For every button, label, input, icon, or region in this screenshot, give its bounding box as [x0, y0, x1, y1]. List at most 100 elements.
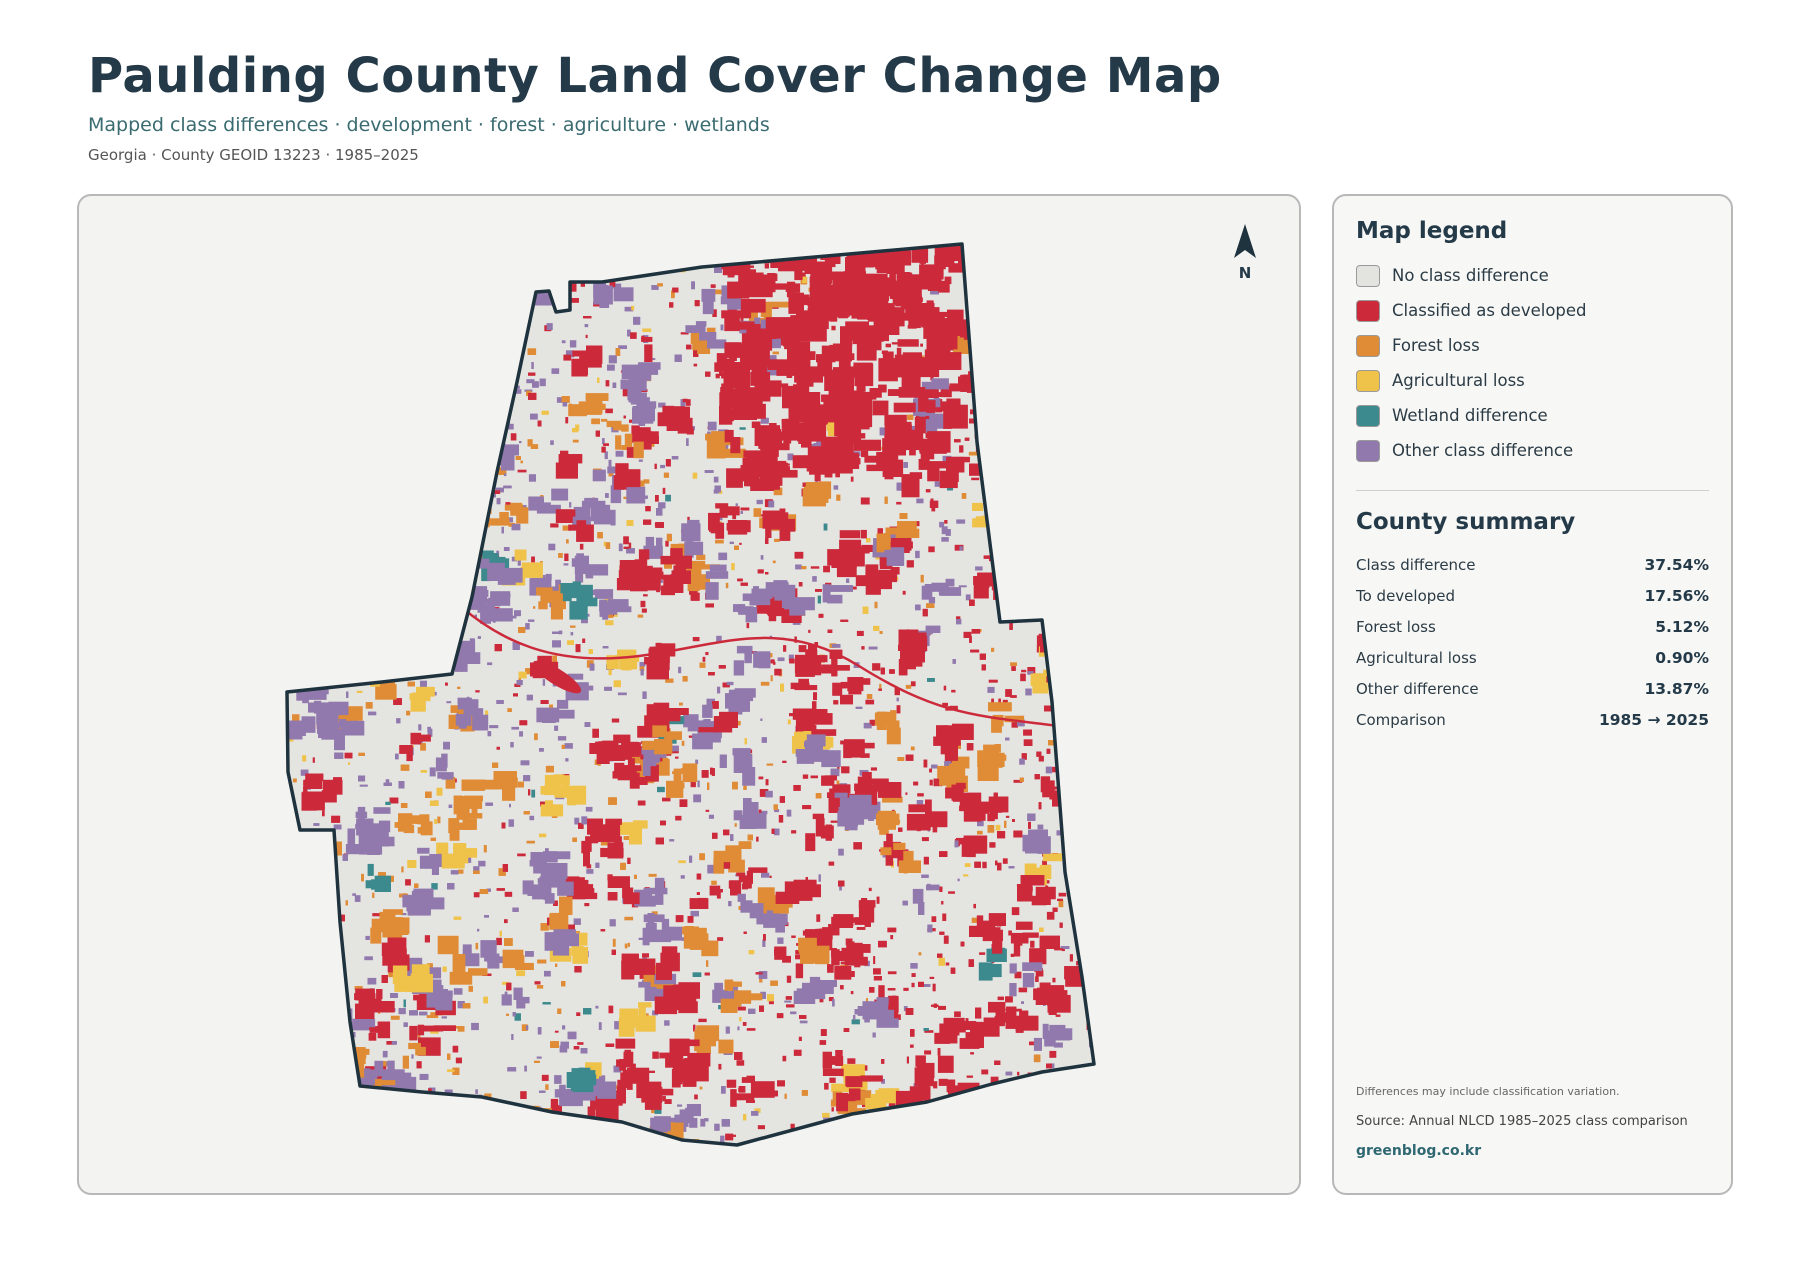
change-patch — [327, 646, 333, 650]
change-patch — [287, 542, 296, 546]
change-patch — [586, 869, 594, 874]
change-patch — [997, 862, 1002, 871]
change-patch — [486, 888, 491, 892]
change-patch — [562, 1025, 566, 1030]
change-patch — [924, 1030, 934, 1033]
change-patch — [664, 1020, 670, 1026]
change-patch — [287, 499, 292, 504]
change-patch — [328, 1029, 337, 1037]
change-patch — [346, 691, 349, 698]
change-patch — [586, 613, 590, 617]
change-patch — [1071, 267, 1076, 271]
change-patch — [554, 1030, 559, 1033]
change-patch — [1012, 1080, 1016, 1086]
change-patch — [346, 410, 352, 414]
change-patch — [395, 644, 403, 648]
change-patch — [961, 1100, 968, 1105]
change-patch — [385, 779, 390, 784]
change-patch — [1088, 961, 1094, 968]
change-patch — [375, 309, 381, 313]
change-patch — [357, 1100, 366, 1105]
change-patch — [373, 609, 378, 616]
change-patch — [383, 782, 392, 786]
change-patch — [836, 780, 840, 787]
change-patch — [496, 746, 500, 750]
change-patch — [545, 848, 549, 852]
change-patch — [331, 522, 340, 529]
change-patch — [681, 937, 686, 941]
change-patch — [419, 1011, 428, 1016]
change-patch — [600, 839, 610, 846]
change-patch — [896, 501, 902, 505]
change-patch — [330, 1043, 336, 1048]
change-patch — [1039, 1107, 1047, 1115]
change-patch — [455, 251, 458, 256]
change-patch — [457, 686, 461, 689]
change-patch — [822, 1112, 830, 1118]
change-patch — [937, 1048, 941, 1056]
change-patch — [831, 1107, 834, 1112]
change-patch — [528, 474, 536, 482]
change-patch — [865, 699, 875, 705]
change-patch — [347, 1115, 354, 1119]
change-patch — [1092, 424, 1094, 432]
change-patch — [598, 1022, 602, 1030]
change-patch — [331, 431, 337, 440]
change-patch — [365, 434, 375, 439]
change-patch — [572, 439, 579, 443]
change-patch — [740, 511, 743, 514]
change-patch — [839, 886, 842, 891]
change-patch — [316, 975, 321, 983]
change-patch — [815, 589, 822, 592]
change-patch — [354, 1131, 361, 1140]
change-patch — [335, 528, 341, 536]
change-patch — [370, 261, 378, 269]
change-patch — [1021, 1105, 1027, 1109]
change-patch — [759, 789, 769, 797]
change-patch — [1017, 260, 1021, 265]
change-patch — [988, 266, 997, 271]
change-patch — [358, 752, 365, 756]
change-patch — [957, 878, 960, 882]
change-patch — [297, 260, 305, 268]
change-patch — [978, 388, 996, 407]
change-patch — [525, 668, 531, 675]
county-map[interactable] — [79, 196, 1301, 1195]
change-patch — [575, 424, 580, 431]
change-patch — [306, 1048, 315, 1052]
change-patch — [1046, 541, 1054, 548]
change-patch — [612, 382, 617, 388]
change-patch — [379, 244, 385, 247]
change-patch — [389, 470, 392, 475]
change-patch — [478, 538, 481, 543]
change-patch — [453, 988, 463, 995]
change-patch — [650, 1132, 654, 1140]
change-patch — [588, 685, 594, 691]
change-patch — [445, 532, 449, 538]
change-patch — [1042, 524, 1049, 530]
change-patch — [395, 427, 405, 430]
change-patch — [1062, 270, 1070, 278]
change-patch — [1055, 662, 1065, 669]
change-patch — [1002, 314, 1008, 318]
change-patch — [654, 463, 657, 470]
change-patch — [1044, 705, 1053, 712]
change-patch — [382, 1050, 388, 1058]
change-patch — [321, 511, 330, 518]
change-patch — [411, 569, 419, 577]
change-patch — [612, 283, 622, 289]
change-patch — [443, 741, 450, 750]
change-patch — [863, 722, 872, 729]
change-patch — [550, 1041, 559, 1048]
change-patch — [980, 427, 984, 430]
change-patch — [398, 611, 404, 619]
change-patch — [1081, 835, 1090, 839]
map-panel[interactable] — [77, 194, 1301, 1195]
change-patch — [377, 253, 382, 257]
change-patch — [1058, 892, 1067, 897]
change-patch — [1074, 350, 1081, 356]
change-patch — [427, 963, 433, 969]
change-patch — [373, 609, 378, 616]
change-patch — [643, 479, 650, 484]
change-patch — [1085, 518, 1092, 526]
